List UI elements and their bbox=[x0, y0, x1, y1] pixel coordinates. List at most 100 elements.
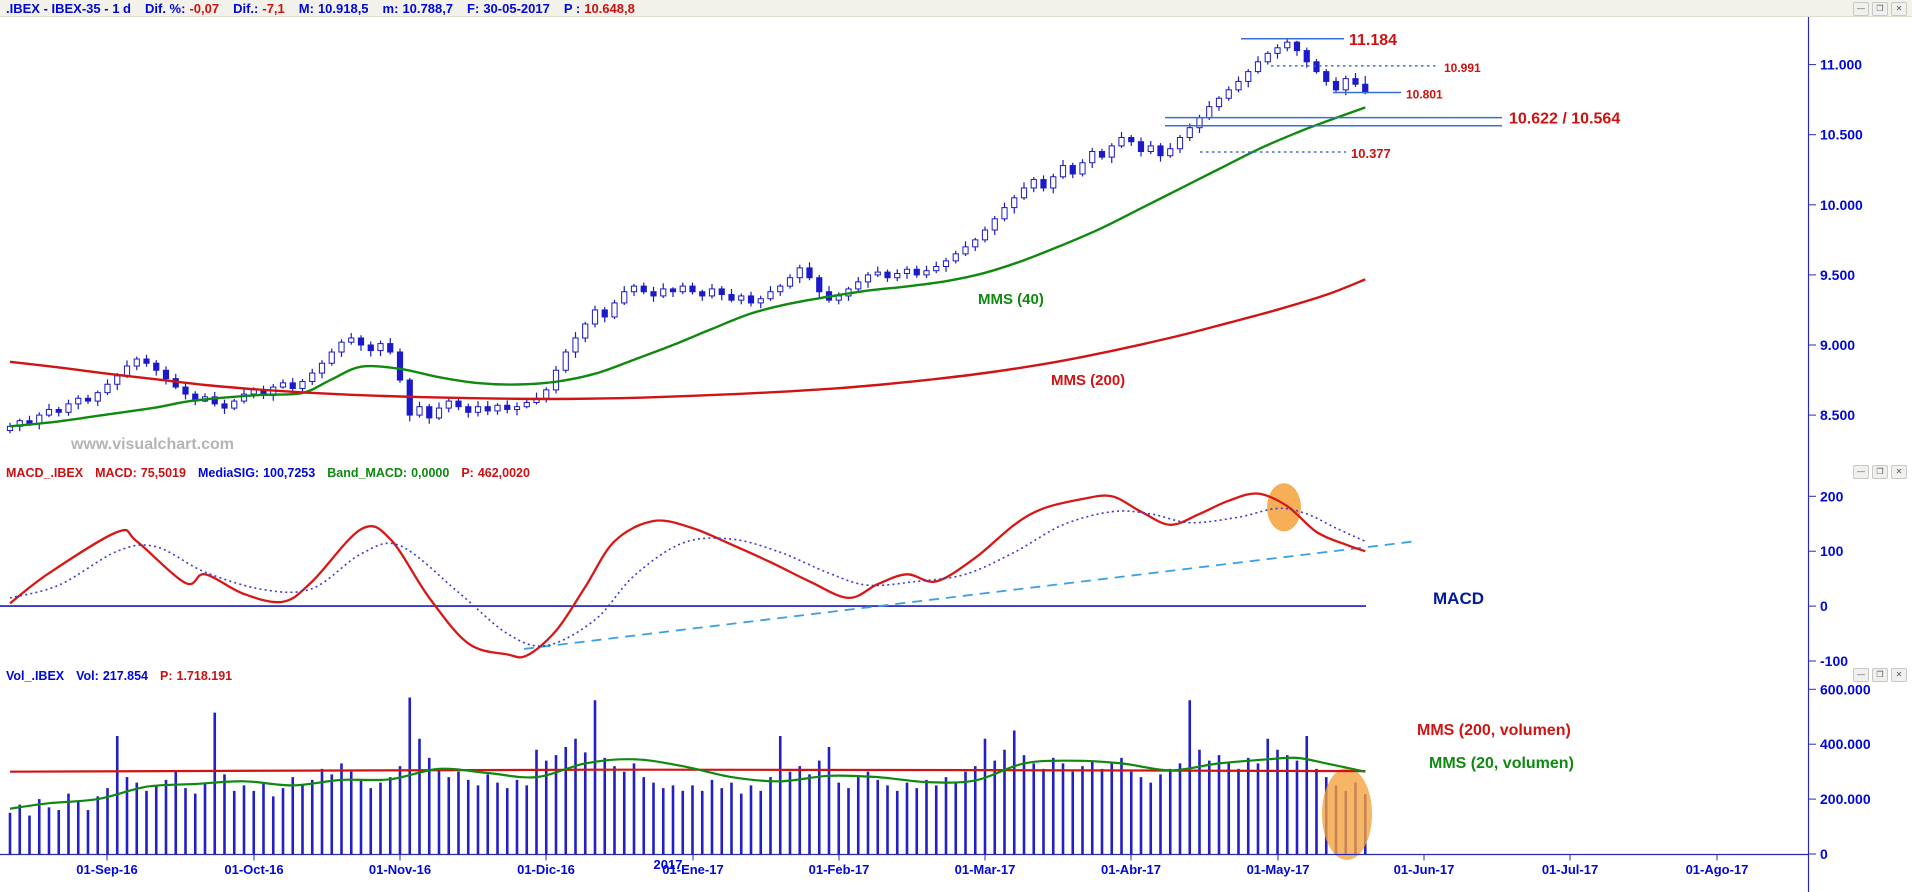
x-axis-date-label: 01-Dic-16 bbox=[517, 862, 575, 877]
price-axis-label: 11.000 bbox=[1820, 57, 1862, 73]
close-icon[interactable]: ✕ bbox=[1891, 2, 1907, 16]
header-field-value: 10.648,8 bbox=[584, 0, 635, 16]
x-axis-date-label: 01-Jul-17 bbox=[1542, 862, 1598, 877]
volume-axis-label: 0 bbox=[1820, 846, 1828, 862]
x-axis-date-label: 01-Oct-16 bbox=[224, 862, 283, 877]
x-axis-date-label: 01-Nov-16 bbox=[369, 862, 431, 877]
volume-bars[interactable] bbox=[8, 697, 1367, 854]
header-field-label: MediaSIG: bbox=[197, 466, 260, 480]
volume-window-controls: — ❐ ✕ bbox=[1853, 668, 1907, 682]
minimize-icon[interactable]: — bbox=[1853, 2, 1869, 16]
price-axis-label: 10.500 bbox=[1820, 127, 1863, 143]
header-field-label: MACD: bbox=[95, 466, 137, 480]
panel-title: MACD_.IBEX bbox=[6, 466, 84, 480]
x-axis-date-label: 01-Mar-17 bbox=[955, 862, 1016, 877]
trendline[interactable] bbox=[523, 540, 1416, 650]
header-field-value: 462,0020 bbox=[477, 466, 530, 480]
header-field-value: 10.788,7 bbox=[402, 0, 454, 16]
header-field-value: 1.718.191 bbox=[176, 669, 233, 683]
header-field: P: 1.718.191 bbox=[160, 669, 232, 683]
restore-icon[interactable]: ❐ bbox=[1872, 2, 1888, 16]
overlay-line-MMS (20, volumen)[interactable] bbox=[9, 756, 1366, 810]
header-field-label: Dif. %: bbox=[144, 0, 186, 16]
price-level-label[interactable]: 10.801 bbox=[1406, 87, 1443, 101]
header-field: m: 10.788,7 bbox=[383, 1, 454, 16]
close-icon[interactable]: ✕ bbox=[1891, 465, 1907, 479]
macd-axis-label: 100 bbox=[1820, 543, 1844, 559]
header-field-label: P: bbox=[160, 669, 173, 683]
macd-window-controls: — ❐ ✕ bbox=[1853, 465, 1907, 479]
header-field: P :10.648,8 bbox=[564, 1, 635, 16]
restore-icon[interactable]: ❐ bbox=[1872, 465, 1888, 479]
highlight-ellipse[interactable] bbox=[1322, 768, 1372, 860]
x-axis-date-label: 01-Jun-17 bbox=[1394, 862, 1455, 877]
x-axis: 01-Sep-16 01-Oct-16 01-Nov-16 01-Dic-16 01-E… bbox=[0, 853, 1808, 877]
price-axis-label: 9.000 bbox=[1820, 337, 1855, 353]
macd-chart-canvas[interactable]: 200 100 0 -100 MACD bbox=[0, 463, 1912, 666]
volume-axis-label: 200.000 bbox=[1820, 791, 1871, 807]
header-field-value: 0,0000 bbox=[411, 466, 450, 480]
header-field-value: -0,07 bbox=[189, 0, 220, 16]
highlight-ellipse[interactable] bbox=[1267, 483, 1301, 532]
header-field-label: P: bbox=[461, 466, 474, 480]
header-field-value: 75,5019 bbox=[140, 466, 186, 480]
volume-panel-header: Vol_.IBEX Vol: 217.854 P: 1.718.191 bbox=[6, 669, 232, 683]
header-field: Dif. %: -0,07 bbox=[145, 1, 219, 16]
header-field: MACD: 75,5019 bbox=[95, 466, 186, 480]
header-field: Vol: 217.854 bbox=[76, 669, 148, 683]
minimize-icon[interactable]: — bbox=[1853, 668, 1869, 682]
header-field-label: Band_MACD: bbox=[327, 466, 408, 480]
volume-ma-label[interactable]: MMS (200, volumen) bbox=[1417, 722, 1571, 739]
price-level-label[interactable]: 10.622 / 10.564 bbox=[1509, 111, 1620, 128]
price-chart-canvas[interactable]: 11.000 10.500 10.000 9.500 9.000 8.500 11.184 1… bbox=[0, 0, 1912, 463]
ma-label[interactable]: MMS (200) bbox=[1051, 372, 1125, 389]
panel-title: Vol_.IBEX bbox=[6, 669, 65, 683]
x-axis-date-label: 01-May-17 bbox=[1247, 862, 1310, 877]
price-level-label[interactable]: 11.184 bbox=[1349, 32, 1397, 49]
header-field-label: P : bbox=[563, 0, 581, 16]
macd-panel-header: MACD_.IBEX MACD: 75,5019 MediaSIG: 100,7253 B… bbox=[6, 466, 530, 480]
overlay-line-MMS (200)[interactable] bbox=[9, 278, 1366, 401]
volume-axis-label: 400.000 bbox=[1820, 736, 1871, 752]
price-level-label[interactable]: 10.377 bbox=[1351, 146, 1391, 161]
header-field: MediaSIG: 100,7253 bbox=[198, 466, 315, 480]
volume-chart-canvas[interactable]: 600.000 400.000 200.000 0 MMS (200, volumen)… bbox=[0, 666, 1912, 892]
macd-axis-label: 200 bbox=[1820, 488, 1844, 504]
header-field-value: 30-05-2017 bbox=[483, 0, 550, 16]
x-axis-date-label: 01-Ago-17 bbox=[1686, 862, 1749, 877]
header-field-value: 100,7253 bbox=[263, 466, 316, 480]
close-icon[interactable]: ✕ bbox=[1891, 668, 1907, 682]
header-field-label: M: bbox=[298, 0, 314, 16]
macd-text-label[interactable]: MACD bbox=[1433, 589, 1484, 608]
price-y-axis: 11.000 10.500 10.000 9.500 9.000 8.500 bbox=[1807, 17, 1863, 463]
volume-ma-label[interactable]: MMS (20, volumen) bbox=[1429, 755, 1574, 772]
header-field: M: 10.918,5 bbox=[299, 1, 369, 16]
x-axis-date-label: 01-Feb-17 bbox=[809, 862, 870, 877]
minimize-icon[interactable]: — bbox=[1853, 465, 1869, 479]
overlay-line-MMS (40)[interactable] bbox=[9, 106, 1366, 428]
x-axis-date-label: 01-Sep-16 bbox=[76, 862, 137, 877]
x-axis-year-label: 2017 bbox=[654, 857, 683, 872]
x-axis-date-label: 01-Ene-17 bbox=[662, 862, 723, 877]
header-field: Band_MACD: 0,0000 bbox=[327, 466, 449, 480]
x-axis-date-label: 01-Abr-17 bbox=[1101, 862, 1161, 877]
candlestick-series[interactable] bbox=[6, 38, 1369, 434]
price-axis-label: 10.000 bbox=[1820, 197, 1863, 213]
restore-icon[interactable]: ❐ bbox=[1872, 668, 1888, 682]
price-window-controls: — ❐ ✕ bbox=[1853, 2, 1907, 16]
price-axis-label: 8.500 bbox=[1820, 407, 1855, 423]
volume-axis-label: 600.000 bbox=[1820, 681, 1871, 697]
macd-series-MediaSIG[interactable] bbox=[9, 507, 1366, 647]
header-field-label: Dif.: bbox=[233, 0, 259, 16]
header-field-label: Vol: bbox=[76, 669, 99, 683]
header-field: F: 30-05-2017 bbox=[467, 1, 550, 16]
macd-series-MACD[interactable] bbox=[9, 492, 1366, 659]
ma-label[interactable]: MMS (40) bbox=[978, 291, 1044, 308]
header-field: Dif.: -7,1 bbox=[233, 1, 285, 16]
panel-title: .IBEX - IBEX-35 - 1 d bbox=[6, 0, 131, 16]
price-axis-label: 9.500 bbox=[1820, 267, 1855, 283]
header-field-value: 10.918,5 bbox=[317, 0, 369, 16]
header-field-label: F: bbox=[467, 0, 480, 16]
price-level-label[interactable]: 10.991 bbox=[1444, 61, 1481, 75]
